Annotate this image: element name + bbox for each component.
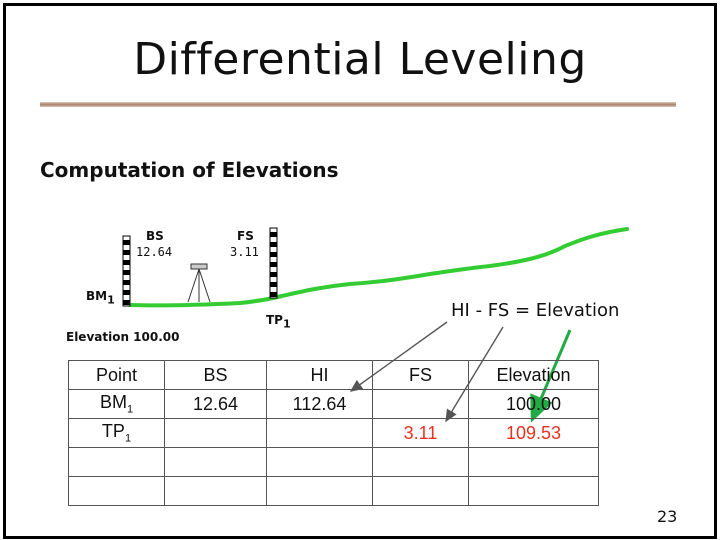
header-point: Point (68, 360, 165, 390)
fs-value: 3.11 (230, 245, 259, 259)
cell-fs (372, 389, 469, 419)
cell-hi (266, 447, 373, 477)
table-row (68, 447, 599, 477)
header-elevation: Elevation (468, 360, 599, 390)
table-row: TP1 3.11 109.53 (68, 418, 599, 448)
ground-profile (128, 227, 629, 308)
tp-label: TP1 (266, 313, 291, 331)
cell-hi: 112.64 (266, 389, 373, 419)
cell-elevation (468, 447, 599, 477)
slide-title: Differential Leveling (133, 34, 587, 85)
header-hi: HI (266, 360, 373, 390)
cell-point (68, 447, 165, 477)
backsight-rod (122, 235, 131, 307)
table-row: BM1 12.64 112.64 100.00 (68, 389, 599, 419)
table-header-row: Point BS HI FS Elevation (68, 360, 599, 390)
bs-label: BS (146, 229, 164, 243)
section-heading: Computation of Elevations (40, 158, 339, 182)
cell-bs (164, 447, 267, 477)
benchmark-elevation: Elevation 100.00 (66, 330, 180, 344)
table-row (68, 476, 599, 506)
cell-hi (266, 418, 373, 448)
bs-value: 12.64 (136, 245, 173, 259)
cell-fs (372, 476, 469, 506)
title-divider (40, 102, 676, 107)
bm-label: BM1 (86, 289, 115, 307)
leveling-table: Point BS HI FS Elevation BM1 12.64 112.6… (68, 360, 599, 506)
cell-bs: 12.64 (164, 389, 267, 419)
level-instrument (187, 263, 211, 303)
cell-bs (164, 418, 267, 448)
cell-elevation: 100.00 (468, 389, 599, 419)
cell-bs (164, 476, 267, 506)
cell-fs: 3.11 (372, 418, 469, 448)
header-bs: BS (164, 360, 267, 390)
cell-fs (372, 447, 469, 477)
header-fs: FS (372, 360, 469, 390)
slide-border (3, 3, 717, 539)
cell-hi (266, 476, 373, 506)
cell-elevation (468, 476, 599, 506)
foresight-rod (269, 227, 278, 299)
cell-point: TP1 (68, 418, 165, 448)
cell-point: BM1 (68, 389, 165, 419)
formula-callout: HI - FS = Elevation (451, 300, 620, 321)
fs-label: FS (237, 229, 254, 243)
cell-point (68, 476, 165, 506)
page-number: 23 (657, 507, 678, 526)
cell-elevation: 109.53 (468, 418, 599, 448)
